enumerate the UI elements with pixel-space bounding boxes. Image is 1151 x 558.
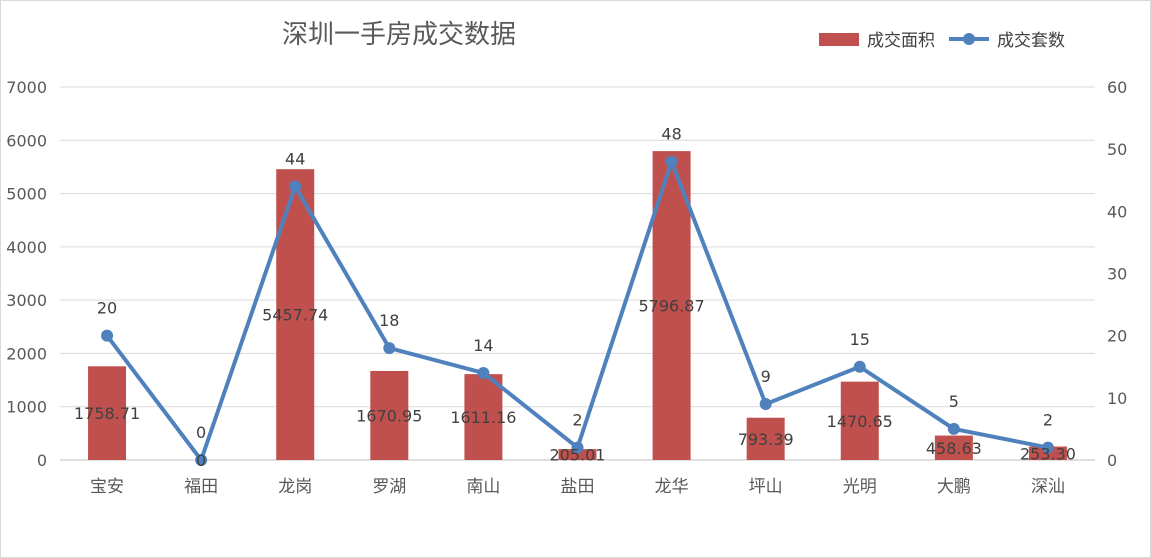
line-series — [101, 155, 1054, 466]
x-tick-label: 罗湖 — [372, 477, 406, 497]
bar-data-label: 253.30 — [1020, 444, 1076, 463]
y-left-tick-label: 4000 — [6, 238, 47, 257]
y-left-tick-label: 6000 — [6, 131, 47, 150]
line-point — [759, 398, 772, 411]
bar-data-labels: 1758.71 0 5457.74 1670.95 1611.16 205.01 5796.… — [74, 297, 1076, 470]
bar-data-label: 1470.65 — [827, 412, 893, 431]
bar — [558, 449, 597, 460]
line-data-label: 14 — [473, 336, 493, 355]
legend-line-marker — [963, 33, 975, 45]
line-point — [101, 329, 114, 342]
legend-bar-label: 成交面积 — [867, 31, 935, 51]
y-right-tick-label: 40 — [1107, 202, 1127, 221]
bar-data-label: 205.01 — [550, 446, 606, 465]
bar — [370, 370, 409, 460]
line-point — [383, 342, 396, 355]
line-point — [571, 441, 584, 454]
y-left-tick-label: 5000 — [6, 185, 47, 204]
y-left-tick-label: 1000 — [6, 398, 47, 417]
bar-data-label: 0 — [196, 451, 206, 470]
y-right-tick-label: 0 — [1107, 451, 1117, 470]
y-left-tick-label: 2000 — [6, 344, 47, 363]
line-point — [947, 422, 960, 435]
line-data-label: 9 — [761, 367, 771, 386]
x-tick-label: 大鹏 — [937, 477, 971, 497]
bar — [746, 417, 785, 460]
chart-title: 深圳一手房成交数据 — [282, 20, 516, 50]
legend-bar-swatch — [819, 33, 859, 46]
bar — [88, 366, 127, 460]
bar-data-label: 458.63 — [926, 439, 982, 458]
line-point — [289, 180, 302, 193]
line-data-label: 2 — [1043, 411, 1053, 430]
line-data-label: 5 — [949, 392, 959, 411]
line-point — [195, 454, 208, 466]
line-data-label: 18 — [379, 311, 399, 330]
bar-data-label: 1758.71 — [74, 404, 140, 423]
bar — [934, 435, 973, 460]
line-point — [477, 366, 490, 379]
y-axis-right: 0 10 20 30 40 50 60 — [1107, 78, 1127, 470]
x-tick-label: 南山 — [466, 477, 500, 497]
y-left-tick-label: 3000 — [6, 291, 47, 310]
x-tick-label: 龙华 — [655, 477, 689, 497]
y-right-tick-label: 50 — [1107, 140, 1127, 159]
bar-data-label: 793.39 — [738, 430, 794, 449]
gridlines — [60, 86, 1095, 461]
legend: 成交面积 成交套数 — [819, 31, 1065, 51]
bar-data-label: 5457.74 — [262, 306, 328, 325]
y-right-tick-label: 10 — [1107, 389, 1127, 408]
line-data-label: 15 — [850, 330, 870, 349]
bar-data-label: 1611.16 — [450, 408, 516, 427]
bar — [464, 374, 503, 460]
line-data-label: 48 — [661, 125, 681, 144]
bar-series — [88, 151, 1067, 461]
bar — [840, 381, 879, 460]
x-tick-label: 光明 — [843, 477, 877, 497]
bar-data-label: 1670.95 — [356, 406, 422, 425]
legend-line-label: 成交套数 — [997, 31, 1065, 51]
line-point — [1041, 441, 1054, 454]
x-tick-label: 龙岗 — [278, 477, 312, 497]
x-tick-label: 深汕 — [1031, 477, 1065, 497]
line-data-label: 20 — [97, 299, 117, 318]
x-axis: 宝安 福田 龙岗 罗湖 南山 盐田 龙华 坪山 光明 大鹏 深汕 — [90, 477, 1065, 497]
bar-data-label: 5796.87 — [639, 297, 705, 316]
y-axis-left: 0 1000 2000 3000 4000 5000 6000 7000 — [6, 78, 47, 470]
y-right-tick-label: 30 — [1107, 265, 1127, 284]
x-tick-label: 坪山 — [749, 477, 783, 497]
y-right-tick-label: 60 — [1107, 78, 1127, 97]
line-point — [665, 155, 678, 168]
y-left-tick-label: 7000 — [6, 78, 47, 97]
line-data-label: 2 — [572, 411, 582, 430]
line-data-label: 44 — [285, 149, 305, 168]
x-tick-label: 宝安 — [90, 477, 124, 497]
line-point — [853, 360, 866, 373]
y-left-tick-label: 0 — [37, 451, 47, 470]
line-data-label: 0 — [196, 423, 206, 442]
y-right-tick-label: 20 — [1107, 327, 1127, 346]
x-tick-label: 盐田 — [561, 477, 595, 497]
x-tick-label: 福田 — [184, 477, 218, 497]
line-data-labels: 20 0 44 18 14 2 48 9 15 5 2 — [97, 125, 1053, 442]
